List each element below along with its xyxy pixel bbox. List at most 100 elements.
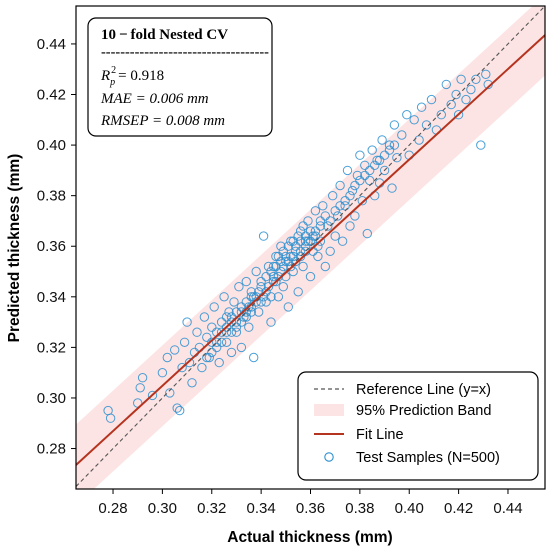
- data-point: [340, 196, 350, 206]
- fit-line: [76, 34, 545, 466]
- data-point: [345, 191, 355, 201]
- legend-prediction-band-swatch: [314, 404, 344, 416]
- x-tick-label: 0.30: [148, 500, 177, 517]
- data-point: [199, 312, 210, 322]
- data-point: [221, 337, 232, 347]
- data-point: [147, 390, 158, 401]
- data-point: [340, 201, 350, 211]
- annotation-mae: MAE = 0.006 mm: [100, 91, 209, 107]
- data-point: [202, 332, 212, 342]
- line-layer: [76, 6, 545, 487]
- data-point: [236, 302, 247, 312]
- legend-test-samples-label: Test Samples (N=500): [356, 450, 500, 466]
- data-point: [402, 110, 412, 120]
- data-point: [256, 282, 266, 292]
- data-point: [377, 135, 387, 145]
- legend-reference-line-label: Reference Line (y=x): [356, 382, 491, 398]
- data-point: [451, 89, 461, 100]
- data-point: [335, 201, 345, 211]
- data-point: [187, 378, 197, 388]
- data-point: [300, 231, 311, 241]
- data-point: [426, 94, 437, 105]
- data-point: [207, 337, 217, 347]
- data-point: [258, 231, 269, 241]
- annotation-rmsep: RMSEP = 0.008 mm: [100, 113, 225, 129]
- data-point: [453, 110, 464, 120]
- data-point: [355, 175, 365, 186]
- data-point: [263, 261, 274, 272]
- data-point: [389, 120, 400, 130]
- x-tick-label: 0.38: [345, 500, 374, 517]
- metrics-annotation: 10 − fold Nested CV --------------------…: [87, 17, 273, 137]
- data-point: [330, 231, 340, 241]
- data-point: [266, 292, 276, 302]
- data-point: [221, 312, 232, 322]
- data-point: [281, 256, 291, 267]
- data-point: [135, 383, 145, 393]
- data-point: [436, 110, 446, 120]
- data-point: [207, 347, 217, 358]
- data-point: [305, 271, 316, 282]
- data-point: [162, 352, 173, 363]
- data-point: [318, 201, 328, 211]
- data-point: [379, 150, 390, 160]
- data-point: [268, 261, 279, 272]
- y-axis-label: Predicted thickness (mm): [6, 154, 23, 343]
- r2-value: = 0.918: [118, 68, 164, 84]
- data-point: [216, 317, 227, 327]
- legend-prediction-band-label: 95% Prediction Band: [356, 403, 491, 419]
- y-tick-label: 0.44: [37, 36, 66, 53]
- data-point: [202, 352, 212, 363]
- r2-symbol: R: [100, 68, 110, 84]
- data-point: [192, 327, 202, 337]
- data-point: [384, 145, 395, 155]
- data-point: [241, 297, 252, 307]
- legend: Reference Line (y=x) 95% Prediction Band…: [297, 371, 539, 481]
- data-point: [315, 236, 326, 246]
- data-point: [216, 327, 227, 337]
- data-point: [347, 185, 358, 196]
- data-point: [276, 241, 286, 251]
- data-point: [165, 388, 175, 398]
- data-point: [350, 180, 360, 191]
- data-point: [209, 302, 219, 312]
- data-point: [256, 276, 266, 287]
- data-point: [333, 211, 343, 221]
- data-point: [303, 236, 313, 246]
- data-point: [308, 231, 318, 241]
- data-point: [266, 317, 276, 327]
- annotation-r2: R2 p = 0.918: [100, 65, 164, 88]
- data-point: [286, 236, 296, 246]
- data-point: [315, 216, 326, 226]
- data-point: [337, 236, 348, 246]
- data-point: [214, 357, 224, 368]
- data-point: [184, 357, 195, 368]
- data-point: [254, 287, 264, 297]
- x-tick-label: 0.34: [247, 500, 276, 517]
- data-point: [298, 261, 308, 272]
- data-point: [325, 216, 335, 226]
- data-point: [345, 221, 355, 231]
- data-point: [397, 130, 407, 140]
- data-point: [360, 170, 370, 181]
- data-point: [261, 271, 271, 282]
- data-point: [303, 216, 313, 226]
- data-point: [357, 196, 367, 206]
- data-point: [175, 405, 185, 416]
- data-point: [416, 102, 427, 112]
- x-tick-label: 0.28: [98, 500, 127, 517]
- data-point: [288, 266, 298, 277]
- data-point: [295, 246, 306, 257]
- data-point: [276, 266, 286, 277]
- data-point: [355, 150, 365, 160]
- data-point: [271, 251, 281, 262]
- annotation-separator: -----------------------------------: [101, 45, 269, 60]
- data-point: [313, 251, 323, 262]
- x-tick-label: 0.44: [493, 500, 522, 517]
- data-point: [251, 266, 261, 277]
- data-point: [421, 120, 432, 130]
- data-point: [441, 79, 451, 90]
- annotation-title: 10 − fold Nested CV: [101, 27, 228, 43]
- legend-fit-line-label: Fit Line: [356, 427, 404, 443]
